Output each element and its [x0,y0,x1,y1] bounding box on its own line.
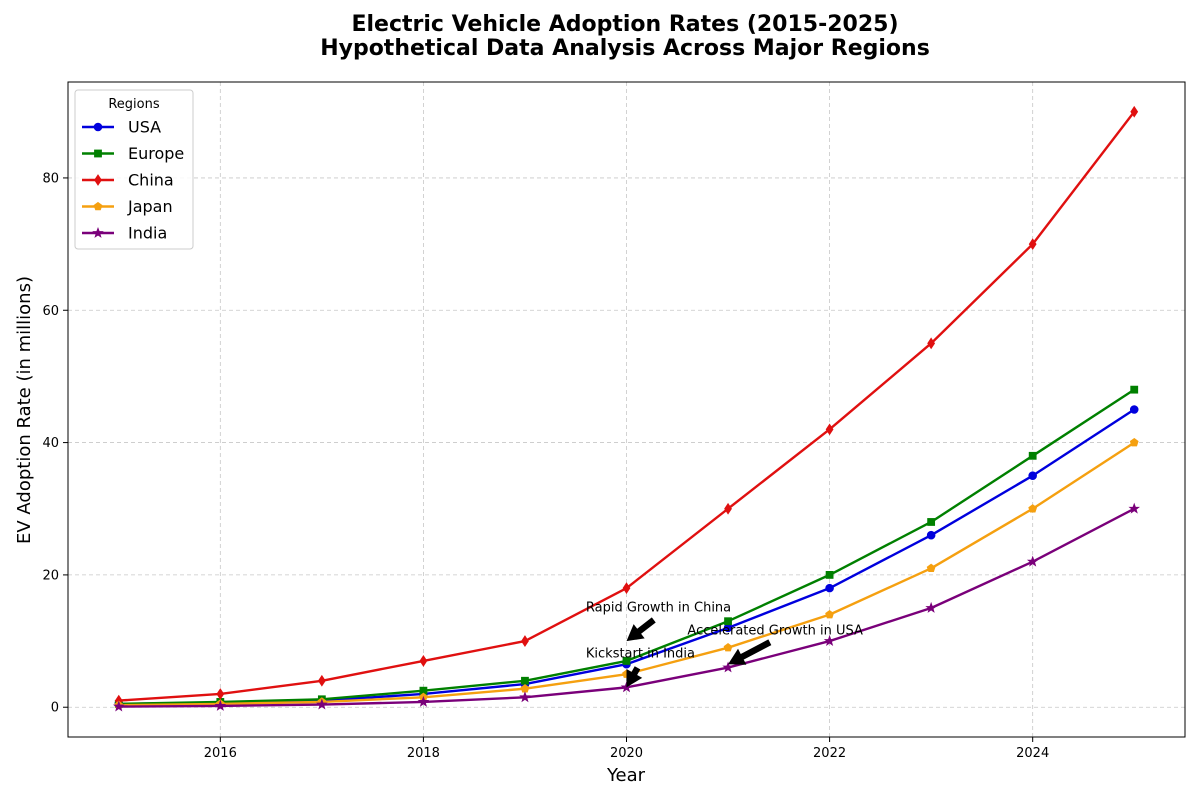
data-point-japan [723,643,733,652]
legend-swatch-marker [94,174,102,186]
data-point-india [417,695,430,707]
data-point-india [113,700,125,712]
data-point-europe [521,676,529,685]
y-tick-label: 0 [51,701,59,716]
legend-item-india: India [82,224,167,243]
data-point-india [925,601,937,613]
legend-swatch-marker [93,122,103,132]
legend-label: Japan [127,197,173,216]
data-point-europe [1130,385,1139,394]
data-point-china [724,502,732,515]
series-china [114,105,1139,707]
annotation-arrow [626,666,643,688]
legend-label: Europe [128,144,184,163]
legend-item-europe: Europe [82,144,184,163]
legend: Regions USA Europe China Japan India [74,89,194,250]
data-point-usa [825,583,834,593]
legend-items: USA Europe China Japan India [82,118,184,243]
data-point-japan [825,609,834,619]
annotation: Kickstart in India [586,647,695,688]
data-point-japan [1129,437,1139,447]
data-point-china [317,674,326,687]
annotation-text: Rapid Growth in China [586,600,731,615]
grid-lines [68,82,1185,737]
annotation: Accelerated Growth in USA [687,623,863,665]
x-tick-label: 2016 [204,746,237,761]
legend-box [74,89,194,250]
data-point-india [519,691,531,703]
y-tick-label: 80 [42,171,59,186]
data-point-china [1028,238,1037,251]
data-point-usa [926,530,936,540]
data-point-india [722,661,734,673]
data-point-india [1026,555,1039,567]
legend-label: China [128,171,174,190]
annotation-text: Kickstart in India [586,647,695,662]
y-tick-label: 40 [42,436,59,451]
chart-title: Electric Vehicle Adoption Rates (2015-20… [351,12,898,37]
x-axis-label: Year [606,765,646,786]
data-point-india [823,635,836,646]
data-point-europe [724,617,732,626]
data-point-india [620,681,633,693]
legend-label: India [128,224,167,243]
data-point-japan [926,563,936,573]
annotation-arrow [626,617,656,642]
data-point-china [927,337,936,350]
data-point-europe [825,571,834,579]
x-tick-label: 2024 [1016,746,1049,761]
legend-swatch-marker [94,149,102,158]
annotation-text: Accelerated Growth in USA [687,623,863,638]
y-axis-ticks: 0 20 40 60 80 [42,171,68,716]
data-point-india [316,698,328,710]
data-point-india [214,699,227,711]
legend-item-china: China [82,171,174,190]
x-axis-ticks: 2016 2018 2020 2022 2024 [204,737,1049,761]
data-point-china [1130,105,1139,118]
chart-subtitle: Hypothetical Data Analysis Across Major … [320,36,930,61]
x-tick-label: 2022 [813,746,846,761]
x-tick-label: 2020 [610,746,643,761]
data-point-usa [1028,471,1037,480]
data-point-india [1128,502,1140,514]
legend-label: USA [128,118,161,137]
data-point-europe [1028,451,1037,460]
data-point-china [419,655,428,667]
legend-swatch-marker [92,226,104,238]
annotation: Rapid Growth in China [586,600,731,642]
data-point-japan [1028,504,1038,513]
data-point-china [825,423,834,436]
y-tick-label: 60 [42,304,59,319]
x-tick-label: 2018 [407,746,440,761]
data-point-china [521,635,529,647]
y-tick-label: 20 [42,568,59,583]
annotation-layer: Rapid Growth in China Accelerated Growth … [586,600,863,688]
legend-item-usa: USA [82,118,161,137]
legend-title: Regions [108,97,160,112]
data-point-china [216,688,225,700]
data-point-europe [622,657,631,665]
series-layer [113,105,1140,712]
data-point-europe [927,518,936,526]
data-point-usa [1129,405,1139,414]
data-point-china [622,582,631,595]
annotation-arrow [728,639,772,665]
legend-item-japan: Japan [82,197,173,216]
legend-swatch-marker [93,201,103,211]
y-axis-label: EV Adoption Rate (in millions) [14,276,35,544]
